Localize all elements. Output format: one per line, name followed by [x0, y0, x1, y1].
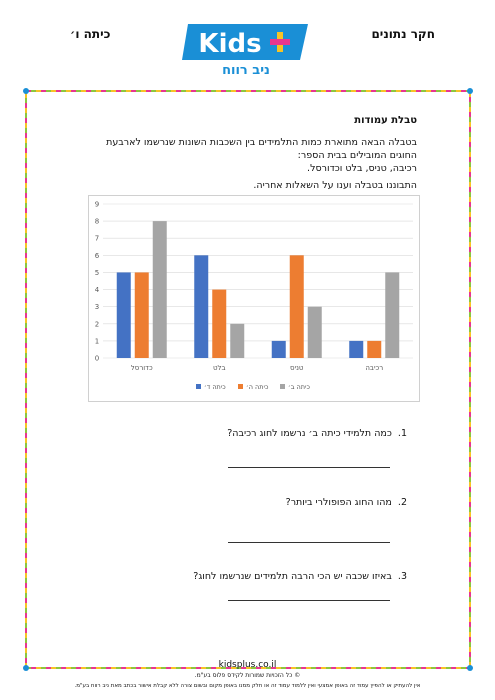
y-tick-label: 6	[95, 252, 100, 260]
legend-swatch	[196, 384, 201, 389]
grade: כיתה ו׳	[70, 27, 111, 41]
y-tick-label: 8	[95, 218, 99, 226]
intro-line: רכיבה, טניס, בלט וכדורסל.	[307, 163, 417, 174]
bar	[289, 255, 304, 358]
subject: חקר נתונים	[371, 27, 435, 41]
instruction: התבוננו בטבלה וענו על השאלות אחריה.	[253, 180, 417, 191]
bar	[307, 306, 322, 358]
y-tick-label: 1	[95, 337, 99, 345]
question-text: כמה תלמידי כיתה ב׳ נרשמו לחוג רכיבה?	[227, 428, 392, 439]
question-number: 1.	[397, 428, 407, 439]
bar	[212, 289, 227, 358]
question: 2. מהו החוג הפופולרי ביותר?	[286, 497, 407, 508]
y-tick-label: 4	[95, 286, 100, 294]
y-tick-label: 5	[95, 269, 99, 277]
x-tick-label: כדורסל	[131, 364, 153, 372]
bar	[194, 255, 209, 358]
bar	[152, 221, 167, 358]
question: 1. כמה תלמידי כיתה ב׳ נרשמו לחוג רכיבה?	[227, 428, 407, 439]
answer-line	[228, 467, 390, 468]
intro: בטבלה הבאה מתוארת כמות התלמידים בין השכב…	[77, 136, 417, 175]
x-tick-label: רכיבה	[365, 364, 383, 372]
bar	[230, 323, 245, 358]
legend-swatch	[238, 384, 243, 389]
bar	[385, 272, 400, 358]
answer-line	[228, 600, 390, 601]
y-tick-label: 9	[95, 201, 99, 209]
y-tick-label: 3	[95, 303, 99, 311]
plus	[270, 39, 290, 45]
logo-subtitle: ניב רווח	[222, 63, 270, 78]
question-text: באיזו שכבה יש הכי הרבה תלמידים שנרשמו לח…	[193, 571, 392, 582]
bar	[134, 272, 149, 358]
intro-line: החוגים המובילים בבית הספר:	[297, 150, 417, 161]
y-tick-label: 7	[95, 235, 99, 243]
legend-label: כיתה ה׳	[246, 383, 269, 391]
question-text: מהו החוג הפופולרי ביותר?	[285, 497, 392, 508]
corner	[23, 88, 29, 94]
border	[25, 90, 471, 669]
question-number: 2.	[397, 497, 407, 508]
bar	[349, 340, 364, 358]
logo: Kids ניב רווח	[182, 24, 308, 78]
corner	[467, 665, 473, 671]
legend-label: כיתה ד׳	[204, 383, 226, 391]
logo-bg	[182, 24, 308, 60]
question: 3. באיזו שכבה יש הכי הרבה תלמידים שנרשמו…	[193, 571, 407, 582]
corner	[23, 665, 29, 671]
title: טבלת עמודות	[354, 115, 417, 126]
legend-swatch	[280, 384, 285, 389]
corner	[467, 88, 473, 94]
bar	[367, 340, 382, 358]
y-tick-label: 2	[95, 320, 99, 328]
bar	[116, 272, 131, 358]
logo-text: Kids	[198, 29, 261, 59]
bar	[271, 340, 286, 358]
copyright: © כל הזכויות שמורות לקידס פלוס בע"מ.	[194, 672, 301, 679]
answer-line	[228, 542, 390, 543]
x-tick-label: בלט	[213, 364, 226, 372]
chart: 0 1 2 3 4 5 6 7 8 9 כדורסל בלט טניס רכיבה כיתה ד׳ כיתה …	[88, 195, 420, 402]
intro-line: בטבלה הבאה מתוארת כמות התלמידים בין השכב…	[106, 137, 417, 148]
question-number: 3.	[397, 571, 407, 582]
site: kidsplus.co.il	[218, 660, 277, 670]
x-tick-label: טניס	[290, 364, 304, 372]
legend-label: כיתה ב׳	[288, 383, 310, 391]
notice: אין להעתיק או להפיץ עמוד זה באופן אמצעי …	[74, 683, 421, 689]
y-tick-label: 0	[95, 355, 99, 363]
